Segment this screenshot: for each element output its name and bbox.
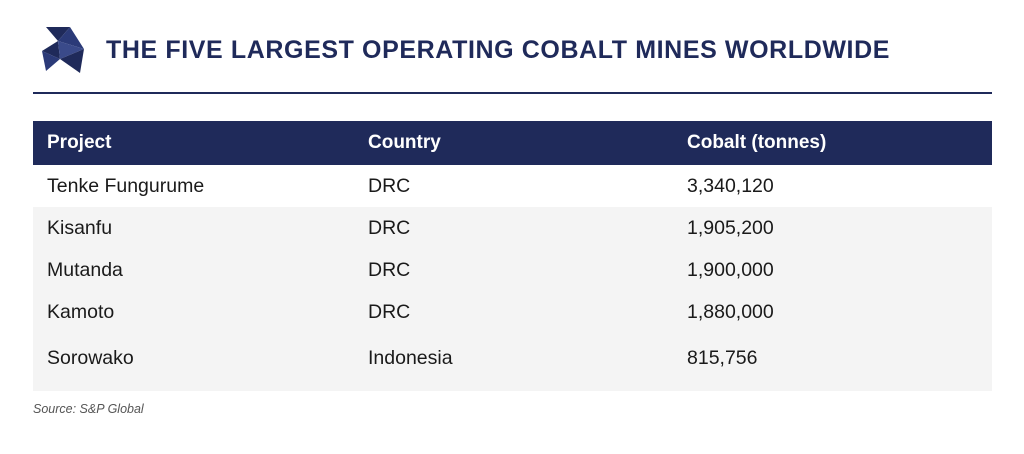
- cell-project: Kisanfu: [33, 207, 354, 249]
- table-row: Sorowako Indonesia 815,756: [33, 333, 992, 391]
- header: THE FIVE LARGEST OPERATING COBALT MINES …: [40, 24, 890, 76]
- column-header-cobalt: Cobalt (tonnes): [673, 121, 992, 165]
- table-row: Kisanfu DRC 1,905,200: [33, 207, 992, 249]
- page-title: THE FIVE LARGEST OPERATING COBALT MINES …: [106, 35, 891, 64]
- cell-country: DRC: [354, 291, 673, 333]
- mines-table: Project Country Cobalt (tonnes) Tenke Fu…: [33, 121, 992, 391]
- cell-cobalt: 1,905,200: [673, 207, 992, 249]
- cell-cobalt: 3,340,120: [673, 165, 992, 207]
- column-header-project: Project: [33, 121, 354, 165]
- cell-project: Tenke Fungurume: [33, 165, 354, 207]
- cell-cobalt: 1,900,000: [673, 249, 992, 291]
- cell-project: Mutanda: [33, 249, 354, 291]
- table-row: Mutanda DRC 1,900,000: [33, 249, 992, 291]
- table-header-row: Project Country Cobalt (tonnes): [33, 121, 992, 165]
- cell-cobalt: 815,756: [673, 333, 992, 391]
- cell-country: DRC: [354, 249, 673, 291]
- cell-country: Indonesia: [354, 333, 673, 391]
- table-row: Kamoto DRC 1,880,000: [33, 291, 992, 333]
- table-row: Tenke Fungurume DRC 3,340,120: [33, 165, 992, 207]
- header-divider: [33, 92, 992, 94]
- logo-icon: [42, 27, 84, 73]
- source-note: Source: S&P Global: [33, 402, 144, 416]
- cell-cobalt: 1,880,000: [673, 291, 992, 333]
- column-header-country: Country: [354, 121, 673, 165]
- cell-project: Kamoto: [33, 291, 354, 333]
- cell-country: DRC: [354, 207, 673, 249]
- cell-project: Sorowako: [33, 333, 354, 391]
- cell-country: DRC: [354, 165, 673, 207]
